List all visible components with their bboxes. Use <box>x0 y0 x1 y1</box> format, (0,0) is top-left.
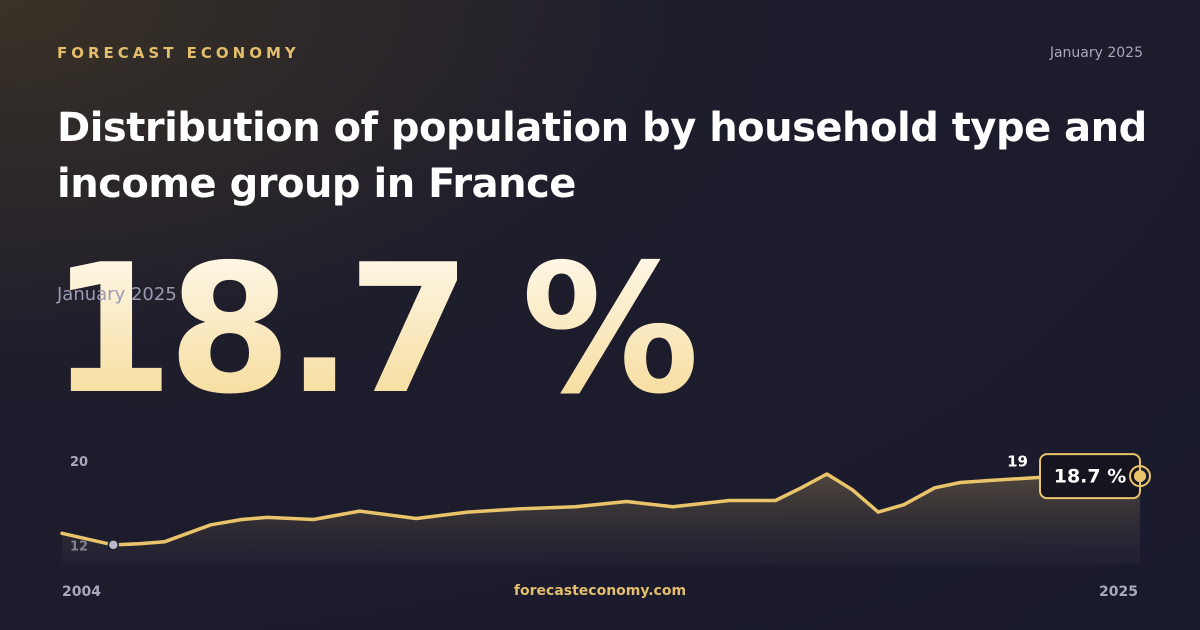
brand: FORECAST ECONOMY <box>57 44 300 62</box>
line <box>60 472 1142 547</box>
y-tick-label: 20 <box>70 455 88 470</box>
x-tick-label: 2004 <box>62 584 101 600</box>
x-tick-label: 2025 <box>1099 584 1138 600</box>
end-point <box>1134 470 1146 483</box>
title: Distribution of population by household … <box>57 105 1147 207</box>
callout-label: 18.7 % <box>1054 466 1127 488</box>
end-label: 19 <box>1007 453 1028 471</box>
headline-value: 18.7 % <box>50 226 699 433</box>
date: January 2025 <box>1049 45 1143 61</box>
min-marker <box>107 539 120 551</box>
footer: forecasteconomy.com <box>513 583 687 599</box>
end-halo <box>1129 465 1151 488</box>
area <box>62 474 1140 565</box>
headline-label: January 2025 <box>57 284 177 305</box>
